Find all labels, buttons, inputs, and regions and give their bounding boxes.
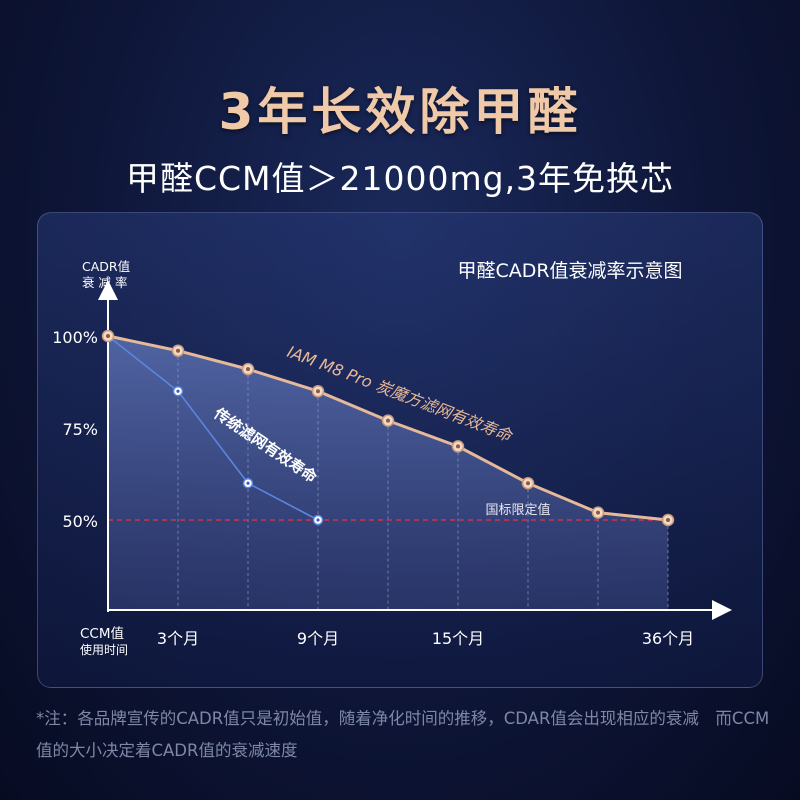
- y-tick-label: 100%: [52, 328, 98, 347]
- x-tick-label: 15个月: [432, 629, 484, 648]
- y-axis-label-line2: 衰 减 率: [82, 275, 127, 290]
- footnote: *注：各品牌宣传的CADR值只是初始值，随着净化时间的推移，CDAR值会出现相应…: [36, 709, 770, 760]
- point-traditional-center: [246, 481, 250, 485]
- point-main-center: [456, 444, 460, 449]
- point-main-center: [526, 481, 530, 486]
- y-tick-label: 50%: [62, 512, 98, 531]
- point-traditional-center: [316, 518, 320, 522]
- area-fill-main: [108, 336, 668, 610]
- chart-title: 甲醛CADR值衰减率示意图: [457, 260, 682, 282]
- page-title: 3年长效除甲醛: [218, 83, 582, 141]
- point-main-center: [246, 367, 250, 372]
- point-main-center: [176, 348, 180, 353]
- x-tick-label: 3个月: [157, 629, 199, 648]
- point-main-center: [316, 389, 320, 394]
- point-main-center: [596, 510, 600, 515]
- series-line-traditional: [107, 335, 319, 521]
- x-axis-label-line1: CCM值: [80, 626, 124, 642]
- y-tick-label: 75%: [62, 420, 98, 439]
- x-tick-label: 9个月: [297, 629, 339, 648]
- x-axis-label-line2: 使用时间: [80, 642, 128, 657]
- point-main-center: [666, 518, 670, 522]
- point-main-center: [106, 334, 110, 338]
- point-main-center: [386, 418, 390, 423]
- y-axis-label-line1: CADR值: [82, 259, 130, 274]
- x-tick-label: 36个月: [642, 629, 694, 648]
- page-subtitle: 甲醛CCM值＞21000mg,3年免换芯: [125, 159, 675, 198]
- point-traditional-center: [176, 389, 180, 393]
- reference-line-label: 国标限定值: [485, 502, 550, 518]
